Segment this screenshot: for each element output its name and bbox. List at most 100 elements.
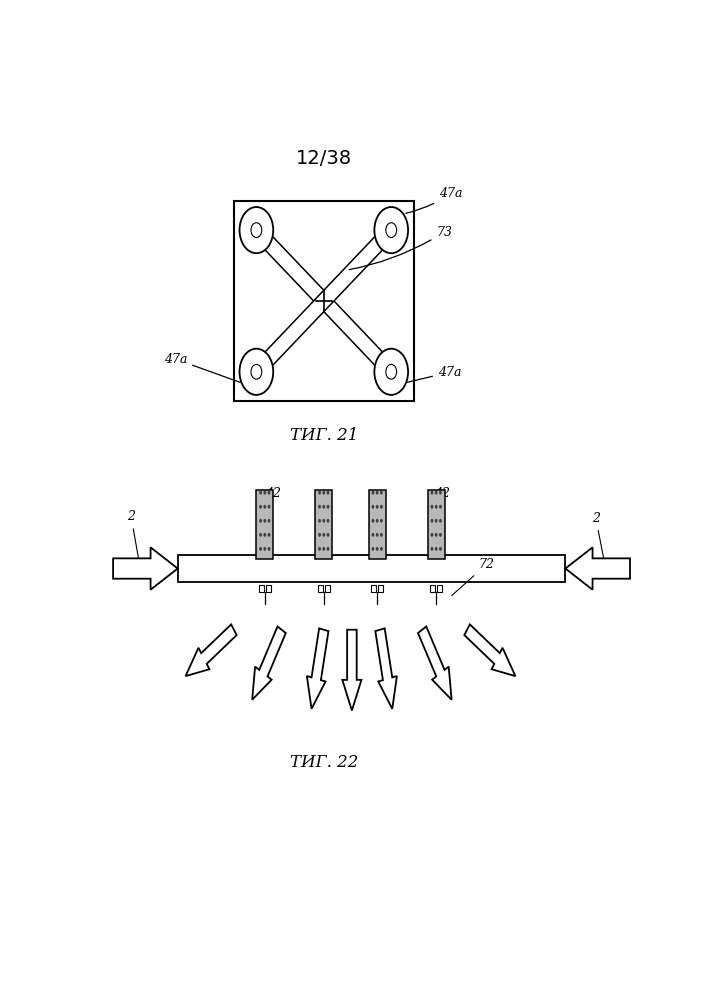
- Polygon shape: [418, 626, 452, 700]
- Polygon shape: [342, 630, 362, 711]
- Text: 47a: 47a: [164, 353, 240, 382]
- Text: 47a: 47a: [406, 187, 463, 213]
- Circle shape: [263, 547, 266, 551]
- Circle shape: [260, 519, 262, 523]
- Circle shape: [435, 519, 438, 523]
- Circle shape: [318, 533, 321, 537]
- Circle shape: [376, 533, 378, 537]
- Circle shape: [268, 491, 270, 495]
- Circle shape: [371, 491, 374, 495]
- Circle shape: [326, 519, 329, 523]
- Circle shape: [386, 223, 397, 238]
- Bar: [428, 490, 444, 559]
- Circle shape: [323, 547, 326, 551]
- Text: 73: 73: [349, 226, 452, 270]
- Circle shape: [380, 547, 383, 551]
- Text: 12/38: 12/38: [296, 149, 352, 168]
- Bar: [259, 585, 264, 592]
- Circle shape: [318, 547, 321, 551]
- Polygon shape: [252, 223, 395, 379]
- Polygon shape: [376, 628, 397, 709]
- Circle shape: [323, 533, 326, 537]
- Circle shape: [318, 505, 321, 509]
- Circle shape: [431, 505, 434, 509]
- Text: 72: 72: [452, 558, 494, 596]
- Text: 42: 42: [265, 487, 281, 500]
- Bar: [234, 201, 414, 401]
- Bar: [437, 585, 442, 592]
- Circle shape: [268, 547, 270, 551]
- Circle shape: [431, 547, 434, 551]
- Text: ΤИГ. 21: ΤИГ. 21: [289, 427, 358, 444]
- Bar: [369, 490, 386, 559]
- Text: 2: 2: [592, 512, 604, 558]
- Circle shape: [371, 505, 374, 509]
- Polygon shape: [252, 626, 286, 700]
- Circle shape: [371, 519, 374, 523]
- Bar: [266, 585, 271, 592]
- Circle shape: [431, 533, 434, 537]
- Circle shape: [374, 207, 408, 253]
- Circle shape: [268, 505, 270, 509]
- Circle shape: [431, 491, 434, 495]
- Circle shape: [260, 505, 262, 509]
- Circle shape: [318, 519, 321, 523]
- Bar: [430, 585, 435, 592]
- Bar: [318, 585, 323, 592]
- Polygon shape: [113, 547, 178, 590]
- Circle shape: [268, 519, 270, 523]
- Circle shape: [263, 491, 266, 495]
- Circle shape: [260, 547, 262, 551]
- Circle shape: [323, 519, 326, 523]
- Circle shape: [323, 505, 326, 509]
- Circle shape: [376, 505, 378, 509]
- Polygon shape: [566, 547, 630, 590]
- Circle shape: [439, 547, 442, 551]
- Circle shape: [376, 547, 378, 551]
- Bar: [257, 490, 273, 559]
- Text: 47a: 47a: [406, 366, 461, 383]
- Circle shape: [380, 519, 383, 523]
- Circle shape: [263, 533, 266, 537]
- Circle shape: [376, 491, 378, 495]
- Circle shape: [386, 364, 397, 379]
- Circle shape: [239, 207, 273, 253]
- Circle shape: [431, 519, 434, 523]
- Bar: [178, 555, 566, 582]
- Circle shape: [439, 491, 442, 495]
- Text: 2: 2: [127, 510, 138, 558]
- Circle shape: [380, 505, 383, 509]
- Circle shape: [435, 505, 438, 509]
- Circle shape: [439, 505, 442, 509]
- Circle shape: [435, 533, 438, 537]
- Circle shape: [260, 533, 262, 537]
- Circle shape: [439, 519, 442, 523]
- Bar: [315, 490, 332, 559]
- Circle shape: [251, 223, 262, 238]
- Circle shape: [268, 533, 270, 537]
- Circle shape: [260, 491, 262, 495]
- Circle shape: [380, 533, 383, 537]
- Circle shape: [374, 349, 408, 395]
- Circle shape: [326, 505, 329, 509]
- Text: 42: 42: [434, 487, 450, 500]
- Polygon shape: [186, 624, 236, 676]
- Circle shape: [376, 519, 378, 523]
- Circle shape: [371, 533, 374, 537]
- Circle shape: [251, 364, 262, 379]
- Circle shape: [326, 547, 329, 551]
- Circle shape: [326, 533, 329, 537]
- Circle shape: [439, 533, 442, 537]
- Polygon shape: [307, 628, 328, 709]
- Polygon shape: [464, 624, 515, 676]
- Circle shape: [239, 349, 273, 395]
- Polygon shape: [252, 223, 395, 379]
- Circle shape: [371, 547, 374, 551]
- Circle shape: [263, 519, 266, 523]
- Circle shape: [435, 547, 438, 551]
- Circle shape: [263, 505, 266, 509]
- Text: ΤИГ. 22: ΤИГ. 22: [289, 754, 358, 771]
- Bar: [325, 585, 330, 592]
- Circle shape: [323, 491, 326, 495]
- Circle shape: [326, 491, 329, 495]
